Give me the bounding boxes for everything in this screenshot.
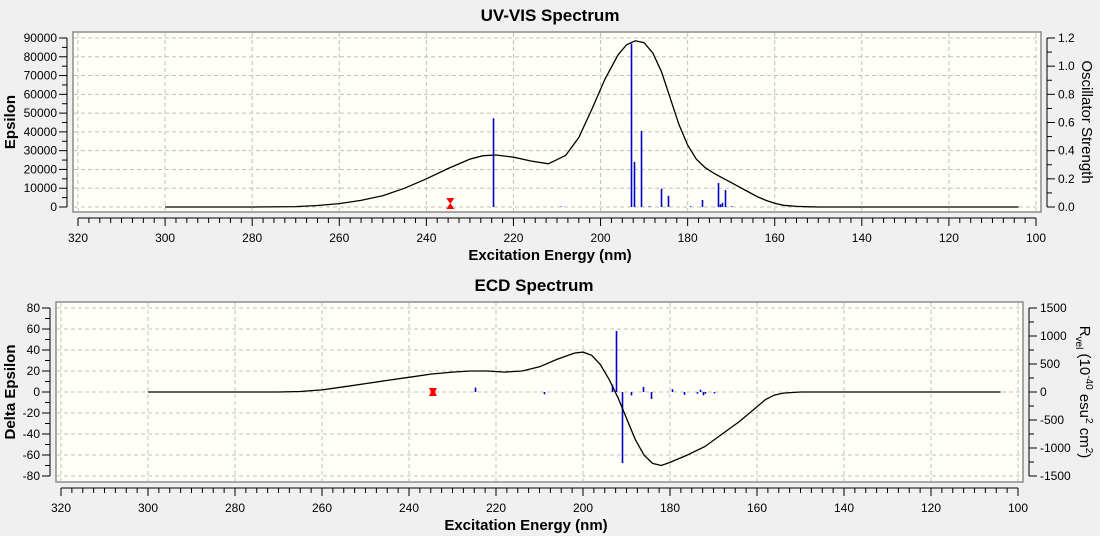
y2-label-part: 2 — [1083, 448, 1094, 454]
y-tick-label: -80 — [23, 469, 41, 483]
ecd-y2label: Rvel (10-40 esu2 cm2) — [1073, 326, 1094, 459]
y2-label-part: cm — [1076, 424, 1093, 448]
uv-vis-title: UV-VIS Spectrum — [481, 6, 620, 25]
y2-tick-label: -1500 — [1040, 469, 1071, 483]
ecd-curve — [148, 351, 1001, 467]
x-tick-label: 260 — [329, 231, 349, 245]
x-tick-label: 320 — [51, 501, 71, 515]
y-tick-label: 50000 — [24, 106, 58, 120]
y2-label-part: R — [1076, 326, 1093, 337]
x-tick-label: 200 — [591, 231, 611, 245]
x-tick-label: 120 — [939, 231, 959, 245]
uv-vis-xlabel: Excitation Energy (nm) — [468, 247, 631, 264]
x-tick-label: 120 — [921, 501, 941, 515]
x-tick-label: 220 — [503, 231, 523, 245]
y2-tick-label: 0.6 — [1058, 116, 1075, 130]
y-tick-label: 80 — [27, 301, 41, 315]
ecd-grid — [57, 303, 1022, 481]
uv-vis-curve — [165, 40, 1019, 208]
x-tick-label: 100 — [1008, 501, 1028, 515]
y-tick-label: 0 — [33, 385, 40, 399]
ecd-experimental-marker — [428, 388, 437, 396]
y-tick-label: 70000 — [24, 69, 58, 83]
uv-vis-y2label: Oscillator Strength — [1078, 60, 1095, 183]
y-tick-label: -60 — [23, 448, 41, 462]
uv-vis-sticks — [492, 43, 733, 207]
y-tick-label: 0 — [50, 200, 57, 214]
x-tick-label: 180 — [678, 231, 698, 245]
y2-tick-label: 1.2 — [1058, 31, 1075, 45]
ecd-sticks — [474, 330, 716, 464]
x-tick-label: 280 — [242, 231, 262, 245]
y2-tick-label: -500 — [1040, 413, 1064, 427]
uv-vis-ylabel: Epsilon — [2, 95, 19, 149]
y2-label-part: 2 — [1083, 418, 1094, 424]
x-tick-label: 280 — [225, 501, 245, 515]
y2-tick-label: 0.8 — [1058, 87, 1075, 101]
y2-tick-label: 500 — [1040, 357, 1060, 371]
x-tick-label: 140 — [834, 501, 854, 515]
x-tick-label: 240 — [416, 231, 436, 245]
uv-vis-ticks: 320 300 280 260 240 220 200 180 160 140 120 100 0 100… — [24, 31, 1075, 245]
y2-tick-label: 1500 — [1040, 301, 1067, 315]
y2-label-part: esu — [1076, 390, 1093, 418]
y-tick-label: 40 — [27, 343, 41, 357]
y2-tick-label: 1000 — [1040, 329, 1067, 343]
x-tick-label: 180 — [660, 501, 680, 515]
ecd-ylabel: Delta Epsilon — [2, 344, 19, 439]
x-tick-label: 300 — [155, 231, 175, 245]
x-tick-label: 160 — [747, 501, 767, 515]
uv-vis-experimental-marker — [446, 198, 455, 209]
y-tick-label: 80000 — [24, 50, 58, 64]
y-tick-label: 40000 — [24, 125, 58, 139]
y-tick-label: 60 — [27, 322, 41, 336]
x-tick-label: 100 — [1026, 231, 1046, 245]
y2-tick-label: 0.4 — [1058, 144, 1075, 158]
y2-label-part: (10 — [1076, 349, 1093, 375]
y-tick-label: 60000 — [24, 87, 58, 101]
x-tick-label: 160 — [765, 231, 785, 245]
uv-vis-plot-area — [72, 31, 1042, 213]
y-tick-label: -20 — [23, 406, 41, 420]
uv-vis-grid — [74, 33, 1040, 211]
y-tick-label: 20000 — [24, 162, 58, 176]
ecd-xlabel: Excitation Energy (nm) — [444, 517, 607, 534]
y2-tick-label: 1.0 — [1058, 59, 1075, 73]
y-tick-label: 90000 — [24, 31, 58, 45]
x-tick-label: 320 — [68, 231, 88, 245]
ecd-ticks: 320 300 280 260 240 220 200 180 160 140 120 100-80-… — [23, 301, 1071, 515]
x-tick-label: 200 — [573, 501, 593, 515]
x-tick-label: 240 — [399, 501, 419, 515]
ecd-panel: ECD Spectrum 320 300 280 260 240 220 200 180 160… — [2, 276, 1094, 534]
x-tick-label: 220 — [486, 501, 506, 515]
y2-tick-label: -1000 — [1040, 441, 1071, 455]
uv-vis-panel: UV-VIS Spectrum 320 300 280 260 240 220 200 180… — [2, 6, 1095, 264]
experimental-marker-icon — [446, 198, 455, 209]
x-tick-label: 260 — [312, 501, 332, 515]
x-tick-label: 300 — [138, 501, 158, 515]
y-tick-label: 20 — [27, 364, 41, 378]
y2-tick-label: 0.2 — [1058, 172, 1075, 186]
y2-label-part: -40 — [1083, 375, 1094, 390]
y2-label-part: ) — [1076, 453, 1093, 458]
y2-tick-label: 0 — [1040, 385, 1047, 399]
y2-label-part: vel — [1073, 337, 1084, 350]
y-tick-label: 30000 — [24, 144, 58, 158]
y2-tick-label: 0.0 — [1058, 200, 1075, 214]
y-tick-label: -40 — [23, 427, 41, 441]
experimental-marker-icon — [428, 388, 437, 396]
ecd-title: ECD Spectrum — [474, 276, 593, 295]
x-tick-label: 140 — [852, 231, 872, 245]
y-tick-label: 10000 — [24, 181, 58, 195]
